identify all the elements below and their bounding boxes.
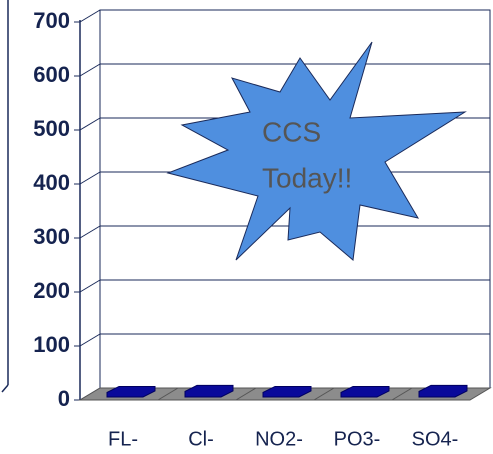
y-tick-label: 100	[33, 332, 70, 357]
annotation: Today!!	[262, 162, 352, 193]
grid-line	[79, 279, 101, 293]
x-tick-label: FL-	[108, 428, 138, 450]
floor-divider	[157, 387, 179, 401]
x-tick-label: SO4-	[412, 428, 459, 450]
y-tick-label: 0	[58, 386, 70, 411]
y-tick-label: 600	[33, 62, 70, 87]
y-tick-label: 300	[33, 224, 70, 249]
grid-line	[79, 63, 101, 77]
x-tick-label: NO2-	[255, 428, 303, 450]
starburst	[166, 41, 467, 261]
bar	[340, 385, 390, 398]
y-tick-label: 500	[33, 116, 70, 141]
grid-line	[79, 9, 101, 23]
grid-line	[79, 225, 101, 239]
x-tick-label: PO3-	[334, 428, 381, 450]
bar	[184, 384, 234, 398]
floor-divider	[235, 387, 257, 401]
floor-divider	[391, 387, 413, 401]
bar	[418, 384, 468, 398]
grid-line	[79, 171, 101, 185]
y-tick-label: 400	[33, 170, 70, 195]
annotation: CCS	[262, 116, 321, 147]
x-tick-label: Cl-	[188, 428, 214, 450]
grid-line	[79, 117, 101, 131]
grid-line	[79, 333, 101, 347]
floor-divider	[313, 387, 335, 401]
y-tick-label: 700	[33, 8, 70, 33]
bar	[106, 385, 156, 398]
y-tick-label: 200	[33, 278, 70, 303]
neighbor-edge	[1, 384, 9, 393]
bar	[262, 385, 312, 398]
